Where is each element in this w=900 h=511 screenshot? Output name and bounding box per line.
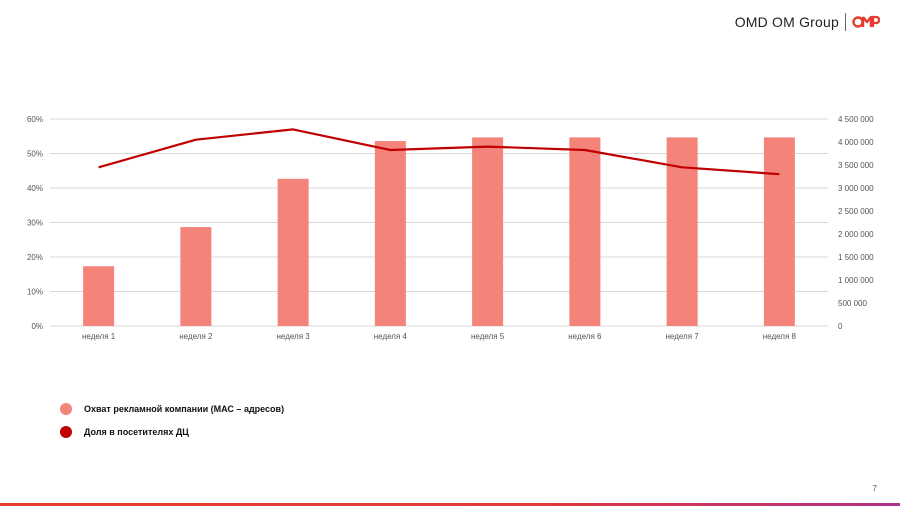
left-axis-tick: 30% [27, 219, 43, 228]
legend-label-reach: Охват рекламной компании (МАС – адресов) [84, 404, 285, 414]
x-axis-tick: неделя 2 [179, 332, 213, 341]
right-axis-tick: 4 000 000 [838, 138, 874, 147]
bar [472, 137, 504, 326]
right-axis-tick: 1 500 000 [838, 253, 874, 262]
right-axis-tick: 500 000 [838, 299, 867, 308]
omd-logo-icon [852, 15, 880, 28]
brand-separator [845, 13, 846, 31]
legend: Охват рекламной компании (МАС – адресов)… [60, 398, 284, 444]
right-axis-tick: 3 500 000 [838, 161, 874, 170]
bar [83, 266, 115, 326]
right-axis-tick: 0 [838, 322, 843, 331]
left-axis-tick: 40% [27, 184, 43, 193]
bottom-accent-bar [0, 503, 900, 506]
x-axis-tick: неделя 4 [374, 332, 408, 341]
bar [277, 178, 309, 326]
left-axis-tick: 50% [27, 150, 43, 159]
legend-item-reach: Охват рекламной компании (МАС – адресов) [60, 398, 284, 420]
right-axis-tick: 1 000 000 [838, 276, 874, 285]
left-axis-tick: 10% [27, 288, 43, 297]
x-axis-tick: неделя 7 [666, 332, 700, 341]
legend-dot-share [60, 426, 72, 438]
brand-name: OMD OM Group [734, 14, 839, 30]
bar [180, 227, 212, 326]
series-line-share [98, 128, 780, 176]
legend-dot-reach [60, 403, 72, 415]
legend-label-share: Доля в посетителях ДЦ [84, 427, 189, 437]
x-axis-tick: неделя 5 [471, 332, 505, 341]
left-axis-tick: 0% [31, 322, 43, 331]
right-axis-tick: 4 500 000 [838, 115, 874, 124]
legend-item-share: Доля в посетителях ДЦ [60, 421, 284, 443]
x-axis-tick: неделя 3 [277, 332, 311, 341]
x-axis-tick: неделя 6 [568, 332, 602, 341]
left-axis-tick: 60% [27, 115, 43, 124]
right-axis-tick: 2 500 000 [838, 207, 874, 216]
x-axis-tick: неделя 1 [82, 332, 116, 341]
brand-header: OMD OM Group [735, 13, 880, 31]
bar [569, 137, 601, 326]
bar [374, 141, 406, 326]
page-number: 7 [872, 484, 877, 493]
left-axis-tick: 20% [27, 253, 43, 262]
bar [763, 137, 795, 326]
right-axis-tick: 3 000 000 [838, 184, 874, 193]
right-axis-tick: 2 000 000 [838, 230, 874, 239]
x-axis-tick: неделя 8 [763, 332, 797, 341]
